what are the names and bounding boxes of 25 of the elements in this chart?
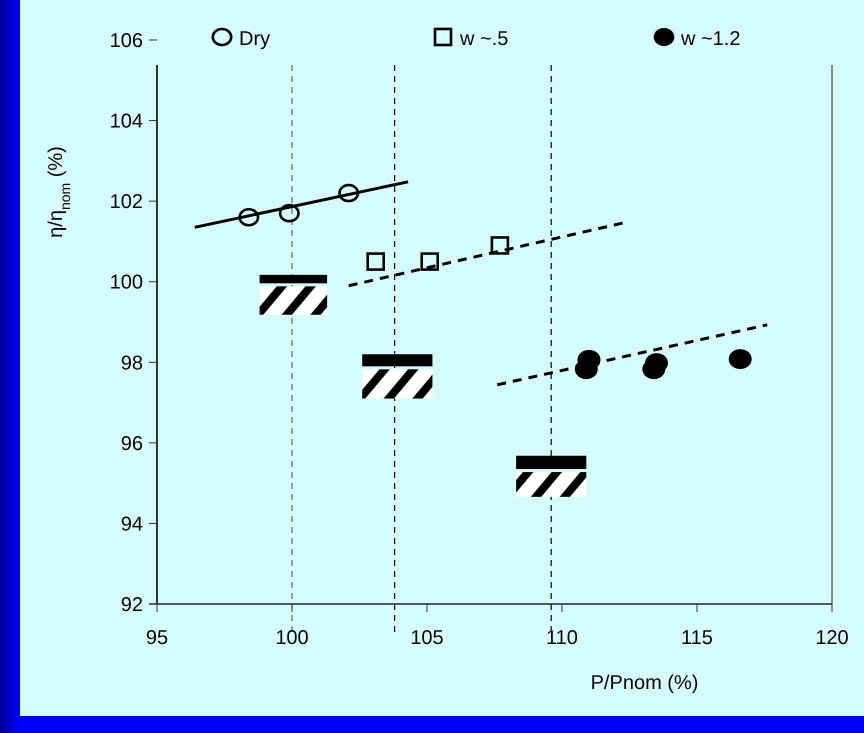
point xyxy=(366,252,385,271)
y-tick-label: 98 xyxy=(120,352,143,374)
point xyxy=(238,208,260,227)
y-tick-label: 106 xyxy=(110,30,143,52)
x-tick-label: 105 xyxy=(410,627,444,649)
point xyxy=(278,204,300,223)
legend-label: w ~.5 xyxy=(459,28,508,50)
legend-label: w ~1.2 xyxy=(680,28,740,50)
y-tick-label: 96 xyxy=(120,432,143,455)
legend-label: Dry xyxy=(239,28,270,50)
y-tick-label: 92 xyxy=(120,594,143,616)
point xyxy=(728,349,752,370)
y-tick-label: 100 xyxy=(110,272,143,294)
y-tick-label: 104 xyxy=(110,110,143,133)
point xyxy=(420,252,439,271)
x-axis-title: P/Pnom (%) xyxy=(590,672,698,694)
x-tick-label: 110 xyxy=(546,627,578,649)
y-tick-label: 94 xyxy=(120,513,143,536)
y-tick-label: 102 xyxy=(110,191,143,214)
point xyxy=(338,184,360,202)
x-tick-label: 100 xyxy=(275,627,309,649)
x-tick-label: 120 xyxy=(815,627,849,649)
x-tick-label: 95 xyxy=(146,627,168,649)
point xyxy=(490,236,510,255)
x-tick-label: 115 xyxy=(681,627,713,649)
